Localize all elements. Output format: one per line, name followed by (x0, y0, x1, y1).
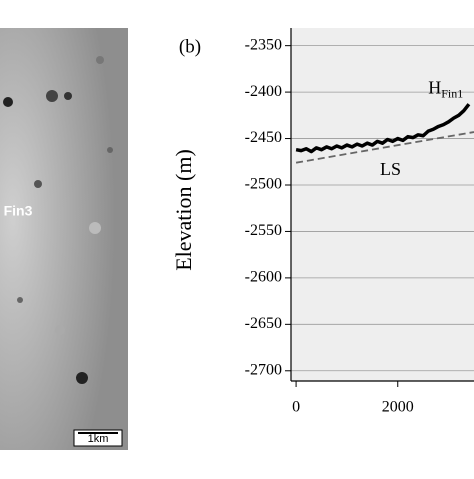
panel-label: (b) (179, 36, 201, 57)
lunar-image: 1km Fin3 (0, 28, 128, 450)
y-tick-label: -2600 (245, 269, 282, 286)
y-axis-label: Elevation (m) (171, 149, 196, 271)
y-tick-label: -2700 (245, 361, 282, 378)
y-tick-label: -2650 (245, 315, 282, 332)
plot-area (291, 45, 474, 372)
trend-line (295, 131, 474, 164)
x-tick-label: 2000 (382, 399, 414, 416)
profile-line (295, 103, 471, 154)
y-tick-label: -2500 (245, 176, 282, 193)
plot-background (291, 28, 474, 381)
y-tick-label: -2450 (245, 129, 282, 146)
y-tick-label: -2400 (245, 83, 282, 100)
x-tick-label: 0 (292, 399, 300, 416)
y-tick-label: -2350 (245, 36, 282, 53)
annotation-text: H (428, 77, 441, 97)
y-tick-label: -2550 (245, 222, 282, 239)
scale-label: 1km (88, 433, 109, 445)
region-label: Fin3 (4, 203, 33, 219)
annotation: LS (380, 159, 401, 179)
annotation: HFin1 (428, 77, 463, 100)
annotation-text: LS (380, 159, 401, 179)
annotation-subscript: Fin1 (441, 86, 463, 100)
